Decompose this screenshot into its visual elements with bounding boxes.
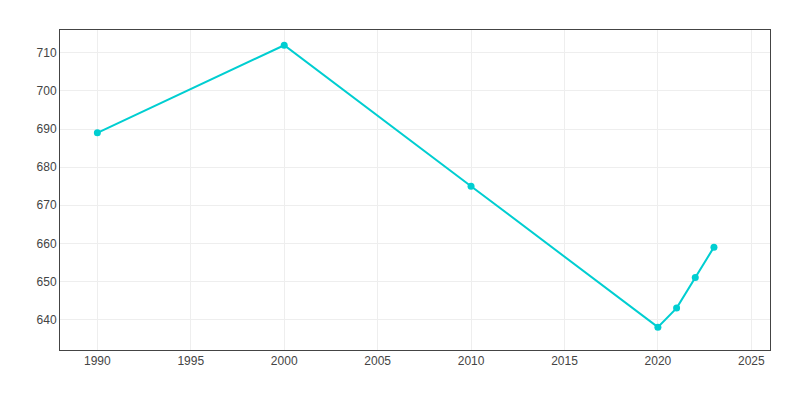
svg-text:2015: 2015 [551, 354, 578, 368]
svg-text:1995: 1995 [177, 354, 204, 368]
svg-text:700: 700 [37, 84, 57, 98]
svg-text:650: 650 [37, 275, 57, 289]
svg-text:1990: 1990 [84, 354, 111, 368]
svg-text:2000: 2000 [271, 354, 298, 368]
svg-text:670: 670 [37, 198, 57, 212]
svg-text:2025: 2025 [738, 354, 765, 368]
svg-text:710: 710 [37, 46, 57, 60]
svg-text:640: 640 [37, 313, 57, 327]
svg-text:2005: 2005 [364, 354, 391, 368]
svg-text:680: 680 [37, 160, 57, 174]
svg-text:2020: 2020 [645, 354, 672, 368]
svg-text:660: 660 [37, 237, 57, 251]
svg-text:2010: 2010 [458, 354, 485, 368]
svg-text:690: 690 [37, 122, 57, 136]
